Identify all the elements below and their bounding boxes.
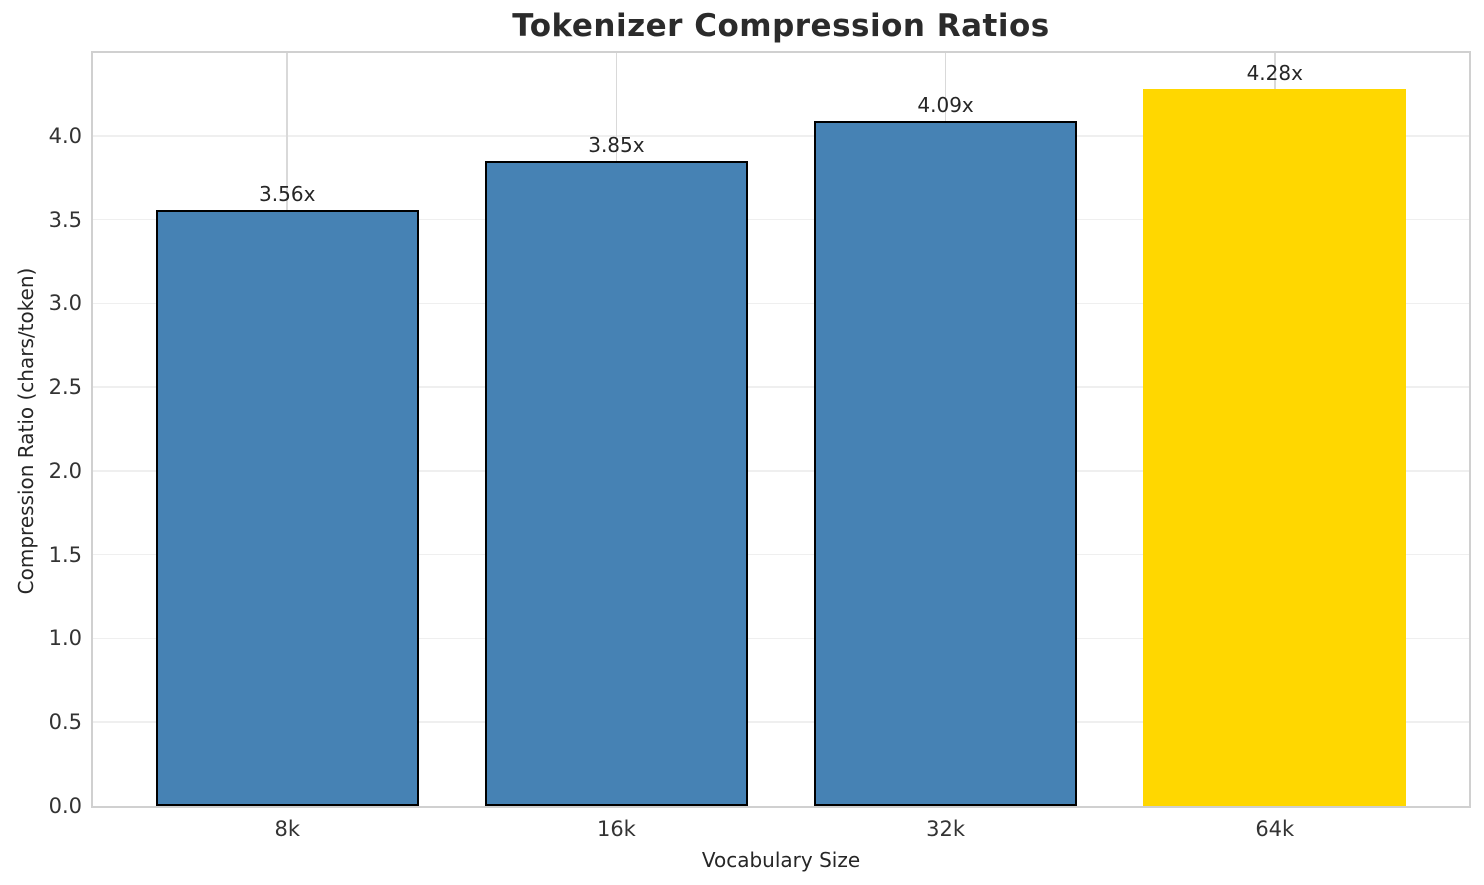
gridline-horizontal: [93, 386, 1469, 388]
gridline-horizontal: [93, 302, 1469, 305]
bar-value-label: 4.28x: [1246, 60, 1303, 85]
x-axis-label: Vocabulary Size: [701, 848, 861, 872]
y-tick-label: 3.0: [48, 291, 82, 316]
gridline-horizontal: [93, 553, 1469, 556]
y-tick-label: 2.5: [48, 375, 82, 400]
y-tick-label: 0.0: [48, 794, 82, 818]
gridline-horizontal: [93, 218, 1469, 221]
bar-value-label: 4.09x: [917, 92, 974, 117]
gridline-horizontal: [93, 637, 1469, 640]
x-tick-label: 64k: [1255, 817, 1295, 841]
chart-title: Tokenizer Compression Ratios: [512, 8, 1050, 44]
bar-value-label: 3.85x: [588, 132, 645, 157]
bar: [155, 209, 419, 806]
plot-area: 3.56x 3.85x 4.09x 4.28x: [91, 51, 1471, 808]
x-tick-label: 8k: [274, 817, 300, 841]
y-axis-label: Compression Ratio (chars/token): [14, 267, 38, 595]
x-tick-label: 32k: [926, 817, 966, 841]
y-tick-label: 2.0: [48, 458, 82, 483]
bar: [1143, 88, 1407, 806]
y-tick-label: 1.5: [48, 542, 82, 567]
y-tick-label: 0.5: [48, 710, 82, 735]
x-tick-label: 16k: [596, 817, 636, 841]
gridline-horizontal: [93, 134, 1469, 137]
y-tick-label: 1.0: [48, 626, 82, 651]
gridline-horizontal: [93, 470, 1469, 472]
gridline-horizontal: [93, 721, 1469, 723]
y-tick-label: 3.5: [48, 207, 82, 232]
y-tick-label: 4.0: [48, 123, 82, 148]
bar: [484, 160, 749, 806]
bar: [813, 120, 1078, 806]
bar-value-label: 3.56x: [259, 181, 316, 206]
